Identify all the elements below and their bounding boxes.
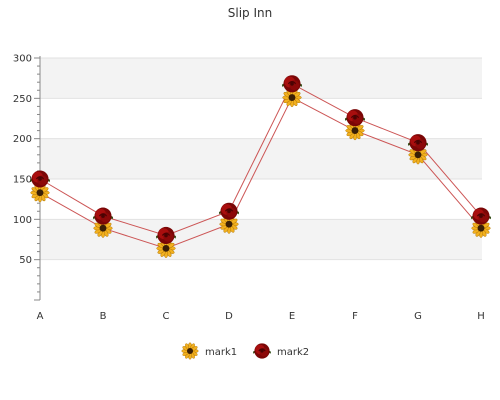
series-line-mark2 xyxy=(39,83,482,236)
data-points xyxy=(29,75,492,258)
x-tick-label: D xyxy=(225,311,233,322)
rose-center xyxy=(38,177,42,181)
y-tick-label: 50 xyxy=(19,255,32,266)
sunflower-center xyxy=(477,224,485,232)
rose-fold xyxy=(350,114,360,119)
data-point-mark2-A xyxy=(29,170,51,188)
legend-item-mark2: mark2 xyxy=(253,343,309,359)
data-point-mark2-E xyxy=(281,75,303,93)
data-point-mark2-D xyxy=(218,202,240,220)
sunflower-center xyxy=(186,347,194,355)
data-point-mark2-G xyxy=(407,134,429,152)
rose-fold xyxy=(413,139,423,144)
rose-center xyxy=(101,214,105,218)
data-point-mark2-F xyxy=(344,109,366,127)
grid-band xyxy=(40,58,482,99)
rose-fold xyxy=(35,176,45,180)
rose-center xyxy=(353,115,357,120)
data-point-mark2-C xyxy=(155,226,177,245)
rose-center xyxy=(164,233,168,238)
y-tick-label: 100 xyxy=(13,215,32,226)
sunflower-center xyxy=(414,151,422,159)
rose-center xyxy=(290,82,294,86)
legend-label: mark2 xyxy=(277,347,309,358)
grid-band xyxy=(40,219,482,260)
rose-fold xyxy=(224,208,234,212)
rose-fold xyxy=(287,80,297,85)
sunflower-icon xyxy=(181,342,199,360)
sunflower-center xyxy=(99,224,107,232)
data-point-mark2-H xyxy=(470,207,492,225)
x-tick-label: A xyxy=(37,311,44,322)
rose-icon xyxy=(253,343,271,359)
x-tick-label: E xyxy=(289,311,295,322)
y-tick-label: 250 xyxy=(13,94,32,105)
y-tick-label: 300 xyxy=(13,54,32,65)
x-tick-label: B xyxy=(100,311,107,322)
rose-center xyxy=(227,209,231,214)
data-point-mark1-E xyxy=(282,87,302,108)
series-line-mark1 xyxy=(39,96,482,249)
rose-center xyxy=(416,140,420,145)
data-point-mark2-B xyxy=(92,207,114,225)
legend-item-mark1: mark1 xyxy=(181,342,237,360)
legend: mark1 mark2 xyxy=(181,342,309,360)
rose-fold xyxy=(258,348,266,352)
x-tick-label: C xyxy=(163,311,170,322)
x-tick-label: F xyxy=(352,311,358,322)
data-point-mark1-F xyxy=(345,120,365,141)
chart-title: Slip Inn xyxy=(228,6,272,20)
sunflower-center xyxy=(162,244,170,252)
rose-center xyxy=(479,214,483,218)
sunflower-center xyxy=(351,127,359,135)
series-lines xyxy=(39,83,482,249)
x-tick-label: G xyxy=(414,311,422,322)
sunflower-center xyxy=(225,220,233,228)
legend-label: mark1 xyxy=(205,347,237,358)
rose-fold xyxy=(161,232,171,236)
y-tick-label: 150 xyxy=(13,175,32,186)
sunflower-center xyxy=(36,189,44,197)
rose-fold xyxy=(98,213,108,217)
rose-center xyxy=(260,349,264,353)
y-tick-label: 200 xyxy=(13,134,32,145)
rose-fold xyxy=(476,213,486,217)
x-tick-label: H xyxy=(477,311,485,322)
sunflower-center xyxy=(288,94,296,101)
